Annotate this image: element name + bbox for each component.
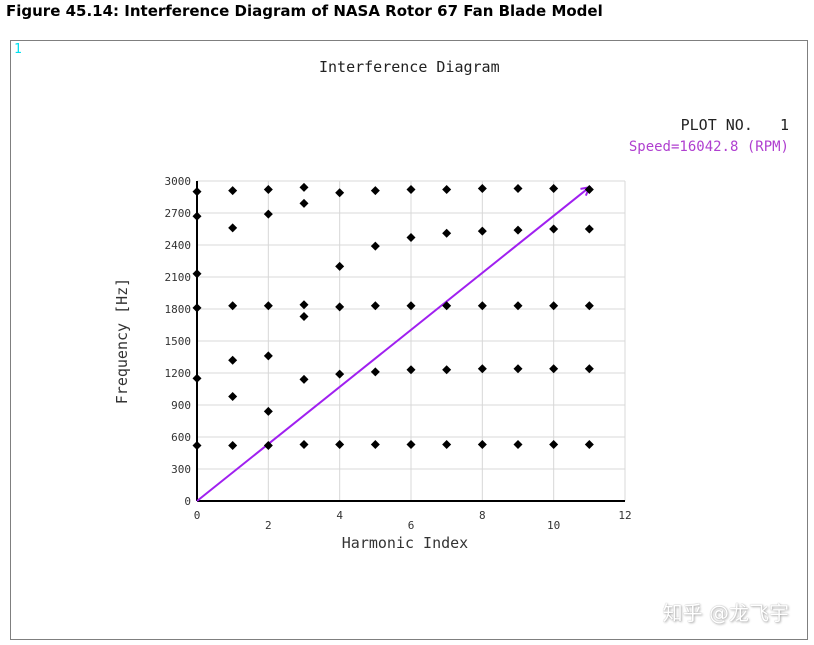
data-point-8 bbox=[228, 355, 238, 365]
x-tick-label-6: 12 bbox=[618, 509, 631, 522]
y-tick-label-2: 600 bbox=[171, 431, 191, 444]
data-point-39 bbox=[442, 439, 452, 449]
data-point-52 bbox=[513, 225, 523, 235]
x-tick-label-4: 8 bbox=[479, 509, 486, 522]
data-point-33 bbox=[370, 186, 380, 196]
y-tick-label-0: 0 bbox=[184, 495, 191, 508]
x-tick-label-3: 6 bbox=[408, 519, 415, 532]
data-point-0 bbox=[192, 441, 202, 451]
y-tick-label-5: 1500 bbox=[165, 335, 192, 348]
y-tick-label-10: 3000 bbox=[165, 175, 192, 188]
data-point-55 bbox=[549, 364, 559, 374]
data-point-13 bbox=[263, 406, 273, 416]
data-point-46 bbox=[477, 301, 487, 311]
chart-title: Interference Diagram bbox=[319, 58, 500, 76]
data-points bbox=[192, 182, 594, 451]
data-point-63 bbox=[584, 185, 594, 195]
data-point-43 bbox=[442, 185, 452, 195]
data-point-30 bbox=[370, 367, 380, 377]
data-point-44 bbox=[477, 439, 487, 449]
data-point-53 bbox=[513, 183, 523, 193]
data-point-31 bbox=[370, 301, 380, 311]
x-tick-label-0: 0 bbox=[194, 509, 201, 522]
data-point-48 bbox=[477, 183, 487, 193]
data-point-24 bbox=[335, 439, 345, 449]
data-point-26 bbox=[335, 302, 345, 312]
data-point-22 bbox=[299, 198, 309, 208]
x-axis-label: Harmonic Index bbox=[342, 534, 468, 552]
data-point-23 bbox=[299, 182, 309, 192]
x-tick-label-5: 10 bbox=[547, 519, 560, 532]
data-point-16 bbox=[263, 209, 273, 219]
data-point-19 bbox=[299, 374, 309, 384]
data-point-56 bbox=[549, 301, 559, 311]
y-axis-label: Frequency [Hz] bbox=[113, 278, 131, 404]
data-point-3 bbox=[192, 269, 202, 279]
data-point-57 bbox=[549, 224, 559, 234]
data-point-35 bbox=[406, 365, 416, 375]
speed-label: Speed=16042.8 (RPM) bbox=[628, 139, 789, 155]
data-point-17 bbox=[263, 185, 273, 195]
grid bbox=[197, 180, 626, 501]
data-point-12 bbox=[263, 441, 273, 451]
data-point-27 bbox=[335, 261, 345, 271]
y-tick-label-6: 1800 bbox=[165, 303, 192, 316]
data-point-10 bbox=[228, 223, 238, 233]
data-point-45 bbox=[477, 364, 487, 374]
data-point-20 bbox=[299, 311, 309, 321]
data-point-25 bbox=[335, 369, 345, 379]
data-point-61 bbox=[584, 301, 594, 311]
data-point-29 bbox=[370, 439, 380, 449]
data-point-28 bbox=[335, 188, 345, 198]
data-point-59 bbox=[584, 439, 594, 449]
data-point-1 bbox=[192, 373, 202, 383]
data-point-62 bbox=[584, 224, 594, 234]
tick-labels: 0 2 4 6 8 10 12 0 300 600 900 1200 1500 1800 2100 2400 2… bbox=[165, 175, 632, 532]
data-point-6 bbox=[228, 441, 238, 451]
data-point-21 bbox=[299, 300, 309, 310]
data-point-5 bbox=[192, 187, 202, 197]
data-point-32 bbox=[370, 241, 380, 251]
data-point-58 bbox=[549, 183, 559, 193]
data-point-15 bbox=[263, 301, 273, 311]
data-point-2 bbox=[192, 303, 202, 313]
data-point-18 bbox=[299, 439, 309, 449]
data-point-4 bbox=[192, 211, 202, 221]
y-tick-label-3: 900 bbox=[171, 399, 191, 412]
data-point-11 bbox=[228, 186, 238, 196]
figure-caption: Figure 45.14: Interference Diagram of NA… bbox=[6, 2, 603, 20]
x-tick-label-2: 4 bbox=[336, 509, 343, 522]
y-tick-label-8: 2400 bbox=[165, 239, 192, 252]
data-point-54 bbox=[549, 439, 559, 449]
data-point-42 bbox=[442, 228, 452, 238]
plot-number: PLOT NO. 1 bbox=[680, 116, 789, 134]
y-tick-label-1: 300 bbox=[171, 463, 191, 476]
data-point-51 bbox=[513, 301, 523, 311]
data-point-41 bbox=[442, 301, 452, 311]
data-point-38 bbox=[406, 185, 416, 195]
data-point-9 bbox=[228, 301, 238, 311]
data-point-49 bbox=[513, 439, 523, 449]
speed-line bbox=[196, 186, 590, 502]
data-point-50 bbox=[513, 364, 523, 374]
watermark: 知乎 @龙飞宇 bbox=[662, 601, 789, 625]
x-tick-label-1: 2 bbox=[265, 519, 272, 532]
y-tick-label-9: 2700 bbox=[165, 207, 192, 220]
data-point-60 bbox=[584, 364, 594, 374]
data-point-36 bbox=[406, 301, 416, 311]
data-point-37 bbox=[406, 233, 416, 243]
panel-index: 1 bbox=[14, 42, 22, 57]
data-point-40 bbox=[442, 365, 452, 375]
data-point-34 bbox=[406, 439, 416, 449]
interference-chart: 0 2 4 6 8 10 12 0 300 600 900 1200 1500 1800 2100 2400 2… bbox=[113, 175, 632, 552]
y-tick-label-7: 2100 bbox=[165, 271, 192, 284]
data-point-7 bbox=[228, 391, 238, 401]
plot-panel: 1 Interference Diagram PLOT NO. 1 Speed=… bbox=[10, 40, 808, 640]
data-point-14 bbox=[263, 351, 273, 361]
y-tick-label-4: 1200 bbox=[165, 367, 192, 380]
speed-line-layer bbox=[196, 185, 591, 502]
data-point-47 bbox=[477, 226, 487, 236]
